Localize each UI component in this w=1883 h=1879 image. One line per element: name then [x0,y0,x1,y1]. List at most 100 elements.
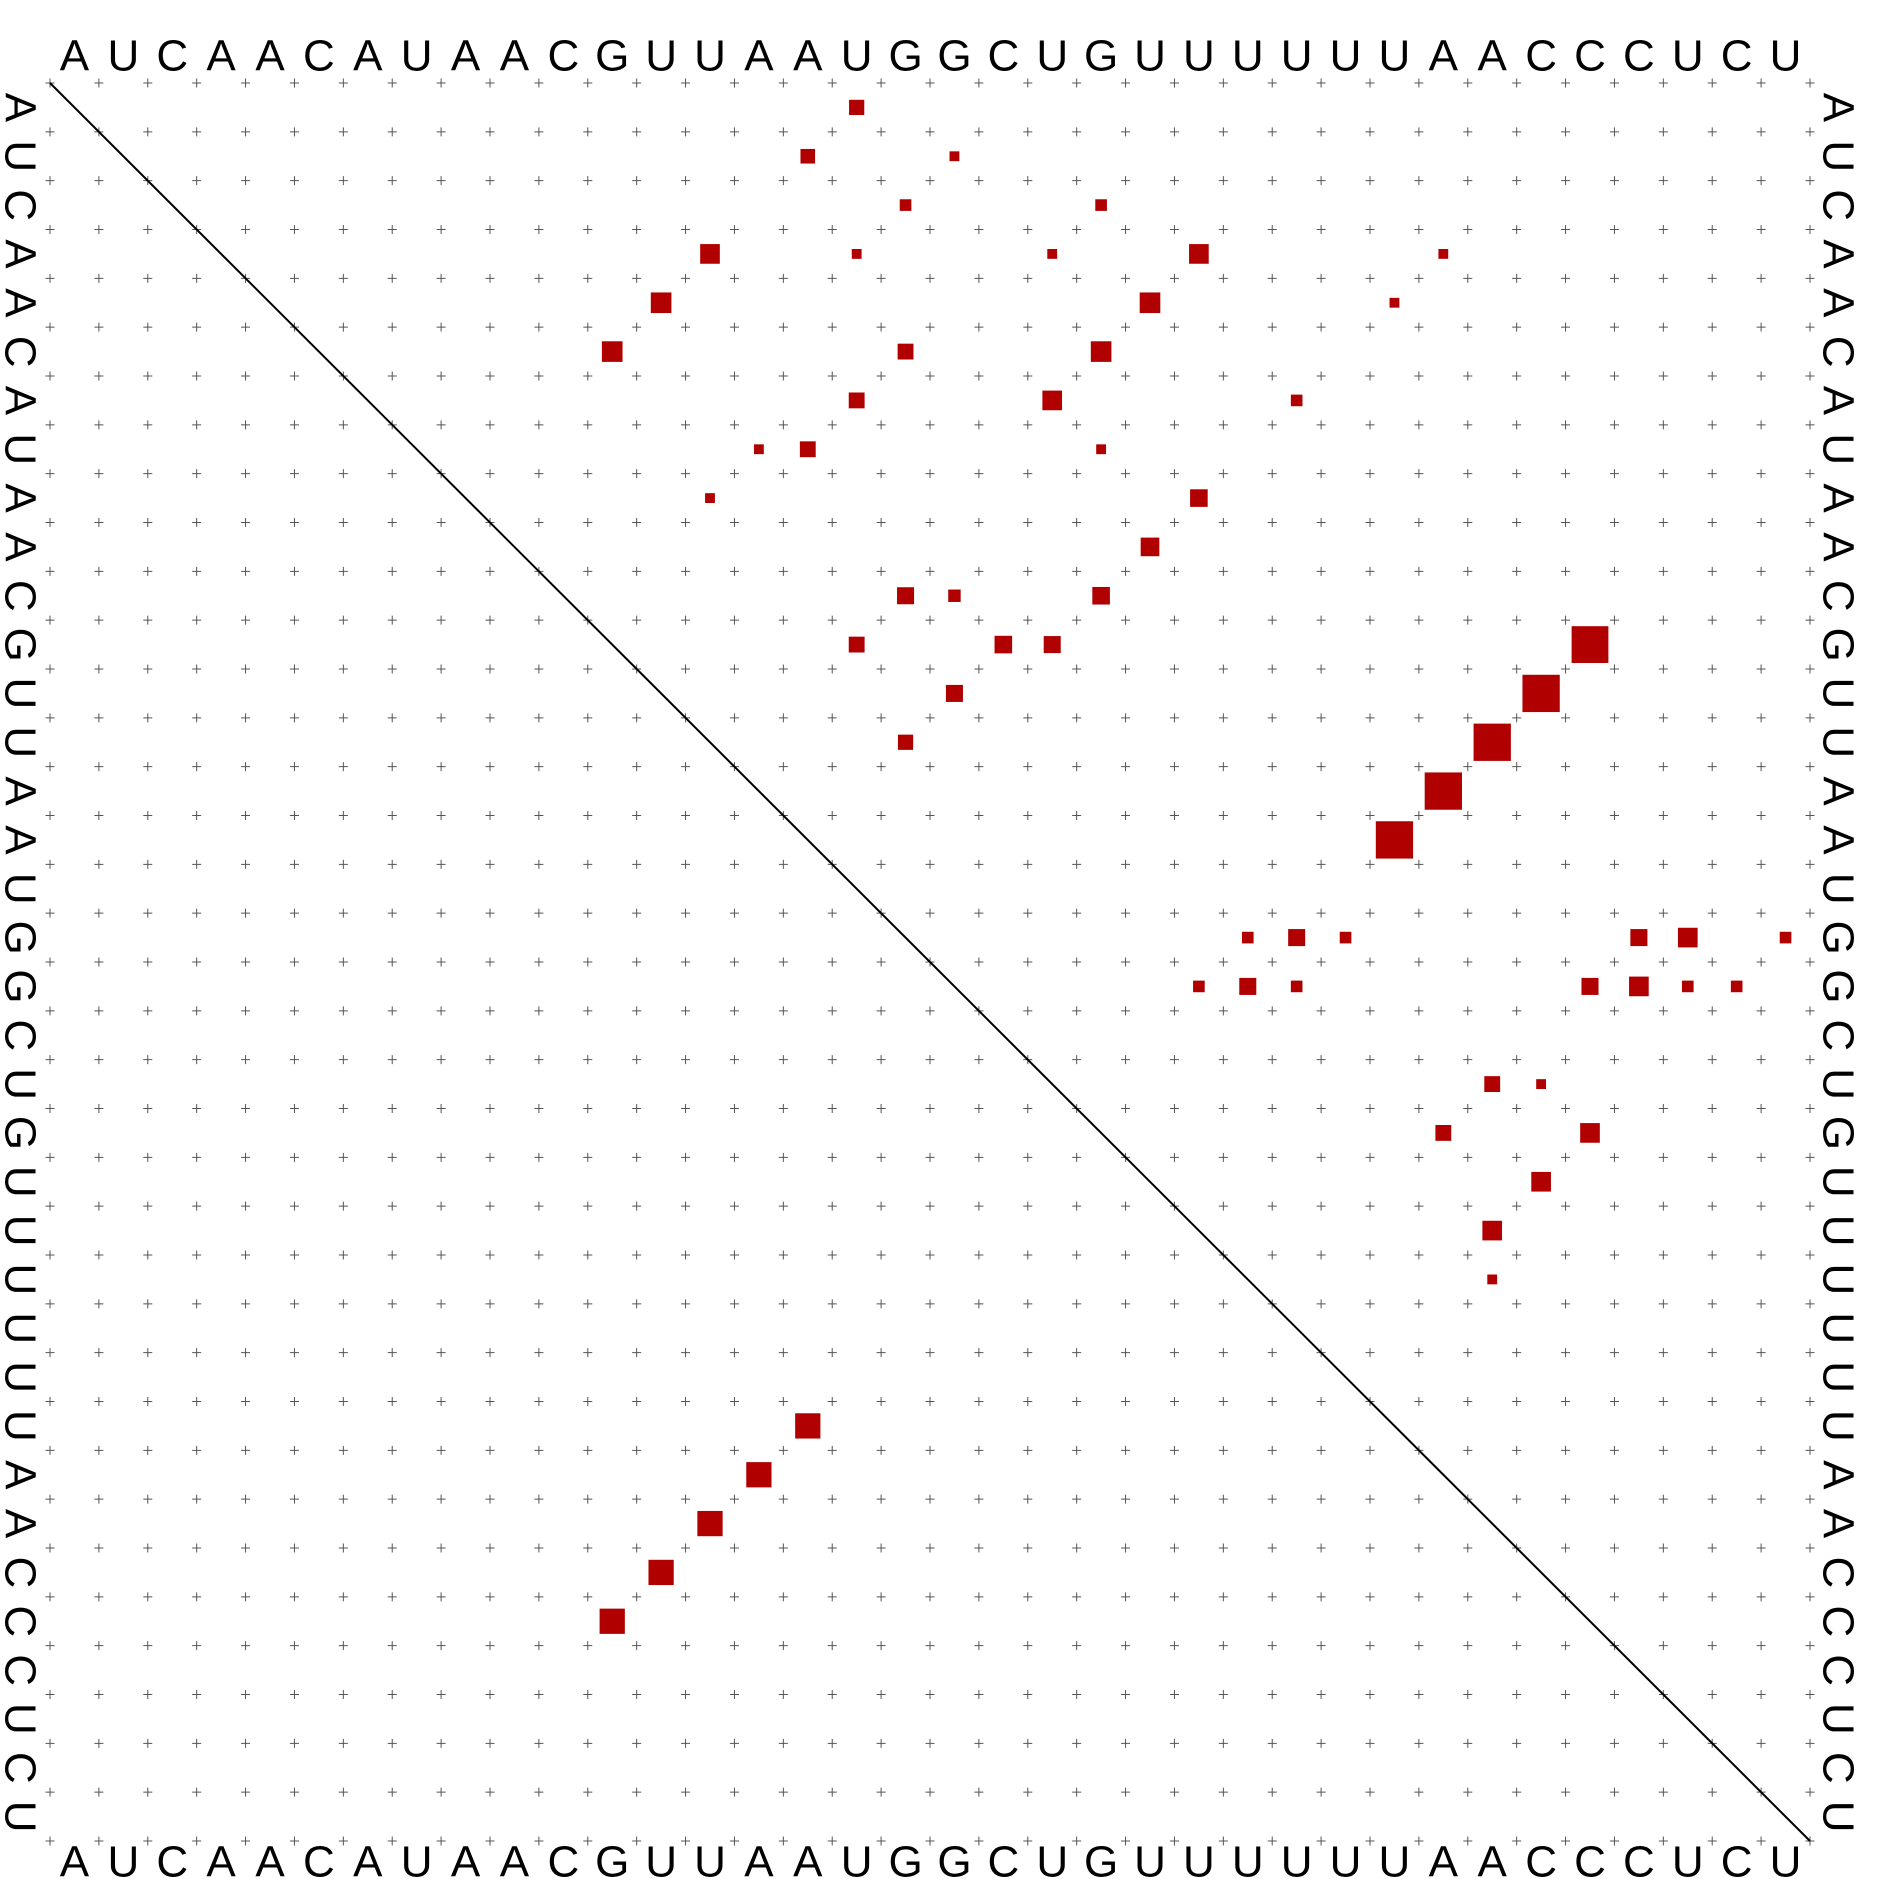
grid-cross [876,420,886,430]
grid-cross [1414,566,1424,576]
grid-cross [632,322,642,332]
grid-cross [1316,1494,1326,1504]
grid-cross [1805,1006,1815,1016]
grid-cross [143,420,153,430]
grid-cross [1707,1348,1717,1358]
grid-cross [632,1445,642,1455]
mfe-pair-square [746,1462,772,1488]
grid-cross [827,1348,837,1358]
grid-cross [1169,1055,1179,1065]
sequence-letter-right: A [1814,776,1863,806]
grid-cross [436,1397,446,1406]
grid-cross [485,322,495,332]
grid-cross [143,1592,153,1602]
grid-cross [192,1299,202,1309]
grid-cross [143,1201,153,1211]
grid-cross [925,1836,935,1846]
grid-cross [387,322,397,332]
grid-cross [192,1690,202,1699]
grid-cross [681,1006,691,1016]
grid-cross [1169,273,1179,283]
grid-cross [94,615,104,625]
grid-cross [534,1641,544,1651]
grid-cross [1365,1787,1375,1797]
grid-cross [925,664,935,674]
grid-cross [241,1543,251,1553]
pair-probability-square [700,244,720,264]
grid-cross [241,664,251,674]
grid-cross [1609,1299,1619,1309]
grid-cross [974,1641,984,1651]
grid-cross [1609,664,1619,674]
grid-cross [45,908,55,918]
grid-cross [1414,1055,1424,1065]
grid-cross [681,78,691,88]
grid-cross [1169,566,1179,576]
grid-cross [143,1738,153,1748]
grid-cross [1805,322,1815,332]
grid-cross [289,713,299,723]
grid-cross [876,1397,886,1406]
grid-cross [192,273,202,283]
grid-cross [1072,1494,1082,1504]
grid-cross [1218,1006,1228,1016]
grid-cross [1512,1738,1522,1748]
sequence-letter-top: G [937,32,971,81]
sequence-letter-bottom: U [1036,1838,1068,1879]
sequence-letter-right: A [1814,239,1863,269]
sequence-letter-top: A [353,32,383,81]
grid-cross [1169,518,1179,527]
grid-cross [1267,1494,1277,1504]
grid-cross [241,615,251,625]
grid-cross [583,1201,593,1211]
grid-cross [45,762,55,772]
grid-cross [192,420,202,430]
grid-cross [45,1397,55,1406]
grid-cross [1023,371,1033,381]
grid-cross [925,78,935,88]
pair-probability-square [949,151,960,162]
grid-cross [534,371,544,381]
sequence-letter-bottom: G [888,1838,922,1879]
grid-cross [1658,566,1668,576]
grid-cross [338,811,348,820]
sequence-letter-left: A [0,532,45,562]
grid-cross [583,518,593,527]
grid-cross [974,273,984,283]
grid-cross [1316,1104,1326,1113]
grid-cross [1707,762,1717,772]
grid-cross [45,1592,55,1602]
grid-cross [974,371,984,381]
grid-cross [94,1201,104,1211]
grid-cross [1267,127,1277,137]
grid-cross [241,469,251,479]
grid-cross [1316,127,1326,137]
grid-cross [1267,1543,1277,1553]
grid-cross [1658,1201,1668,1211]
grid-cross [192,762,202,772]
grid-cross [192,859,202,869]
grid-cross [1805,957,1815,967]
grid-cross [241,1104,251,1113]
grid-cross [1365,1201,1375,1211]
grid-cross [1169,371,1179,381]
grid-cross [925,859,935,869]
grid-cross [1218,664,1228,674]
sequence-letter-right: U [1814,1801,1863,1833]
grid-cross [436,859,446,869]
grid-cross [681,469,691,479]
grid-cross [1561,176,1571,186]
grid-cross [1365,1738,1375,1748]
grid-cross [778,1543,788,1553]
grid-cross [387,225,397,234]
grid-cross [827,78,837,88]
grid-cross [534,1690,544,1699]
pair-probability-square [1531,1171,1551,1192]
grid-cross [1756,1201,1766,1211]
grid-cross [1512,1445,1522,1455]
grid-cross [1707,1152,1717,1162]
grid-cross [1805,762,1815,772]
grid-cross [1023,713,1033,723]
grid-cross [436,1299,446,1309]
grid-cross [583,664,593,674]
